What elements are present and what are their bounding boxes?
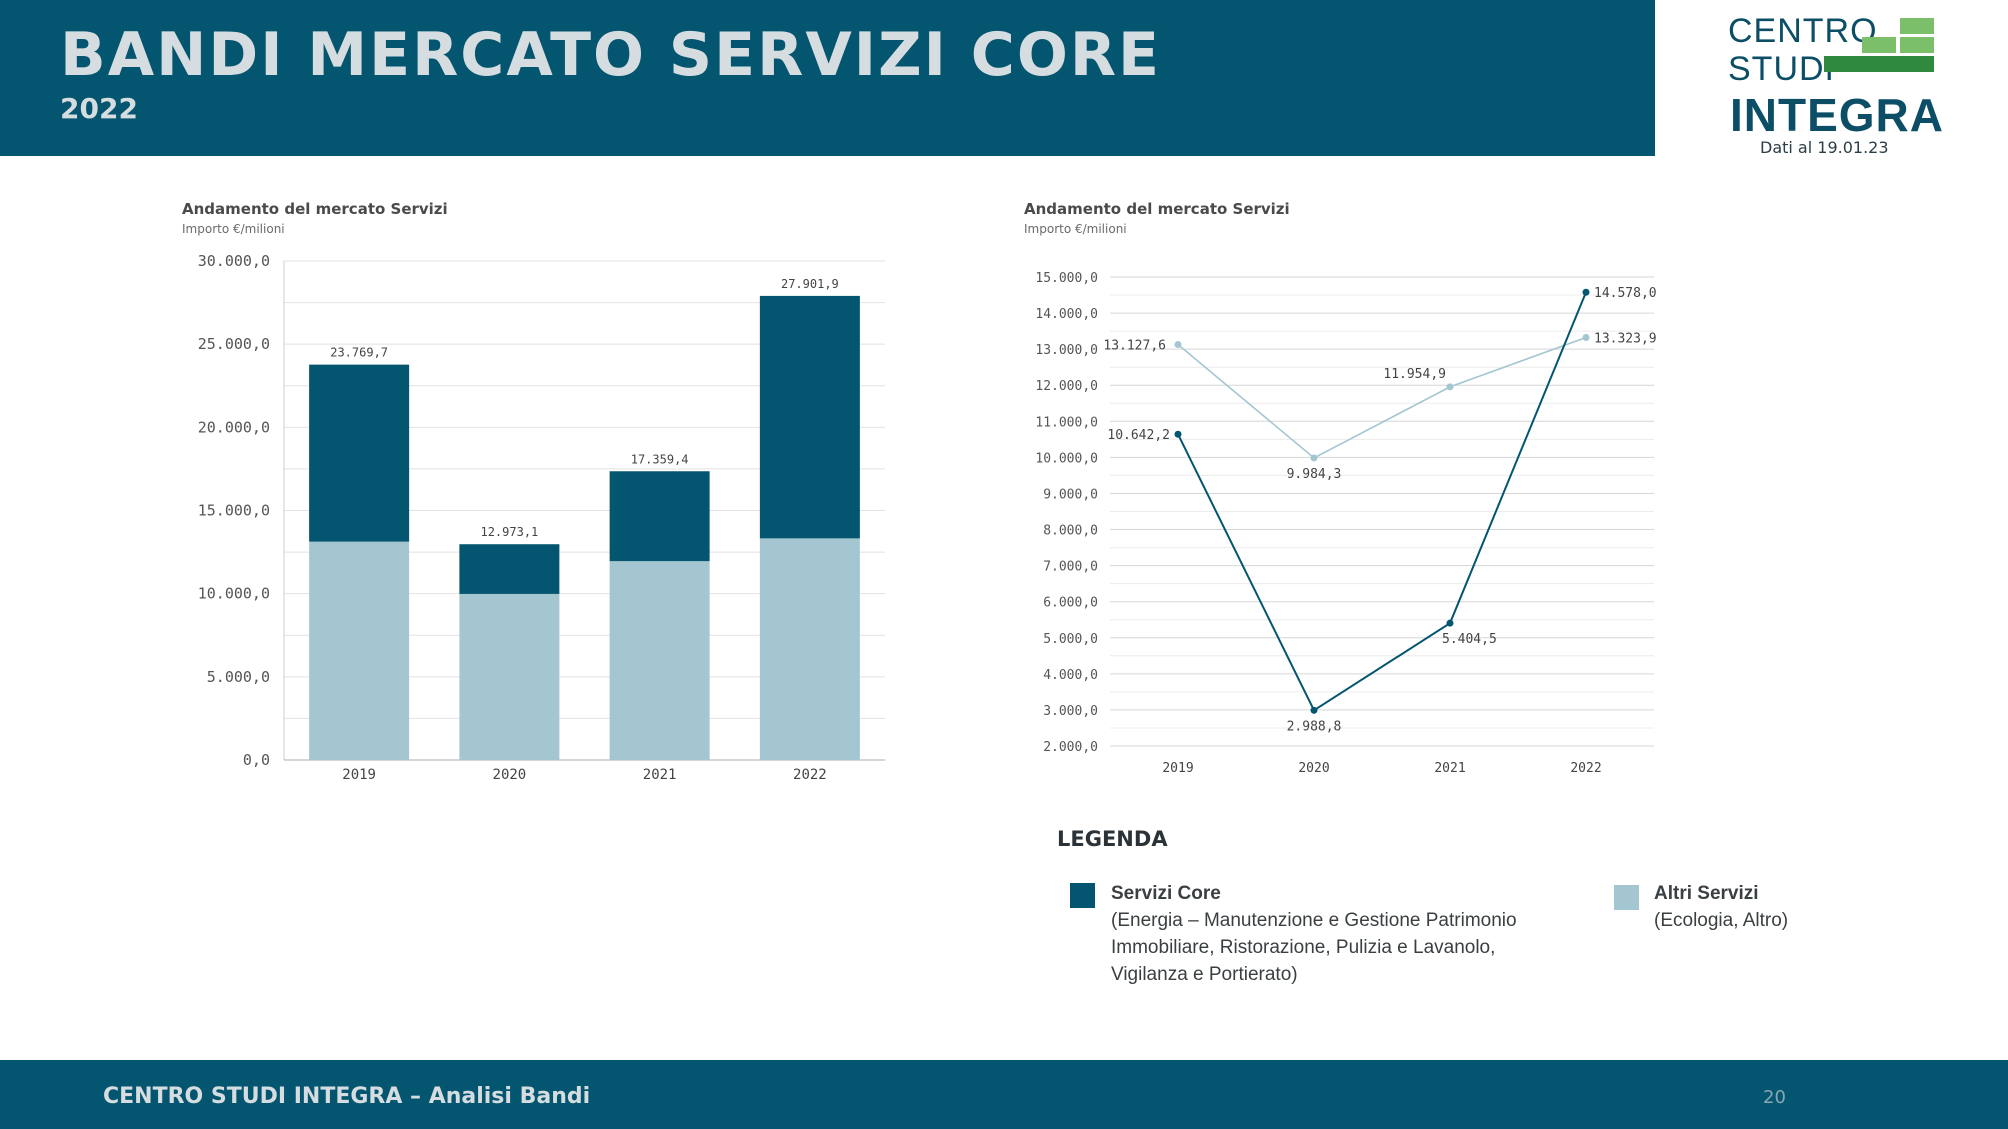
y-tick-label: 13.000,0: [1035, 343, 1098, 358]
legend-core-name: Servizi Core: [1111, 883, 1221, 904]
y-tick-label: 11.000,0: [1035, 415, 1098, 430]
point-servizi-core: [1582, 288, 1590, 296]
line-servizi-core: [1177, 291, 1587, 712]
x-tick-label: 2020: [493, 767, 527, 783]
data-label-altri-servizi: 13.127,6: [1103, 339, 1166, 354]
y-tick-label: 9.000,0: [1043, 487, 1098, 502]
data-label-servizi-core: 2.988,8: [1287, 719, 1342, 734]
bar-altri-servizi: [759, 538, 860, 760]
bar-servizi-core: [309, 364, 410, 542]
logo-block-icon: [1862, 37, 1896, 53]
point-altri-servizi: [1446, 383, 1454, 391]
legend-title: LEGENDA: [1057, 827, 1168, 851]
logo-block-icon: [1900, 18, 1934, 34]
y-tick-label: 5.000,0: [207, 668, 270, 686]
footer-bar: [0, 1060, 2008, 1129]
data-label-altri-servizi: 11.954,9: [1383, 367, 1446, 382]
legend-core-swatch: [1070, 883, 1095, 908]
bar-total-label: 23.769,7: [330, 346, 388, 360]
y-tick-label: 5.000,0: [1043, 632, 1098, 647]
bar-servizi-core: [759, 295, 860, 539]
legend-core-desc: (Energia – Manutenzione e Gestione Patri…: [1111, 910, 1517, 931]
x-tick-label: 2022: [793, 767, 827, 783]
data-label-altri-servizi: 9.984,3: [1287, 467, 1342, 482]
point-servizi-core: [1310, 706, 1318, 714]
x-tick-label: 2021: [1434, 761, 1465, 776]
bar-total-label: 17.359,4: [631, 452, 689, 466]
data-label-altri-servizi: 13.323,9: [1594, 331, 1657, 346]
point-servizi-core: [1174, 430, 1182, 438]
bar-altri-servizi: [459, 593, 560, 760]
x-tick-label: 2021: [643, 767, 677, 783]
data-date: Dati al 19.01.23: [1760, 138, 1889, 157]
y-tick-label: 2.000,0: [1043, 740, 1098, 755]
y-tick-label: 6.000,0: [1043, 596, 1098, 611]
bar-altri-servizi: [309, 541, 410, 760]
line-chart-title: Andamento del mercato Servizi: [1024, 200, 1290, 218]
bar-chart-subtitle: Importo €/milioni: [182, 222, 285, 236]
y-tick-label: 4.000,0: [1043, 668, 1098, 683]
header-bar: BANDI MERCATO SERVIZI CORE 2022: [0, 0, 1655, 156]
logo-line3: INTEGRA: [1730, 89, 1944, 141]
y-tick-label: 8.000,0: [1043, 524, 1098, 539]
y-tick-label: 15.000,0: [198, 502, 270, 520]
point-altri-servizi: [1310, 454, 1318, 462]
y-tick-label: 20.000,0: [198, 418, 270, 436]
y-tick-label: 30.000,0: [198, 252, 270, 270]
legend-core: Servizi Core (Energia – Manutenzione e G…: [1111, 880, 1591, 988]
bar-chart: 0,0 5.000,0 10.000,0 15.000,0 20.000,0 25.000…: [198, 252, 885, 783]
logo-line1: CENTRO: [1728, 12, 1878, 50]
y-tick-label: 0,0: [243, 751, 270, 769]
y-tick-label: 12.000,0: [1035, 379, 1098, 394]
legend-altri: Altri Servizi (Ecologia, Altro): [1654, 880, 1904, 934]
y-tick-label: 14.000,0: [1035, 307, 1098, 322]
legend-altri-desc: (Ecologia, Altro): [1654, 910, 1789, 931]
y-tick-label: 25.000,0: [198, 335, 270, 353]
y-tick-label: 7.000,0: [1043, 560, 1098, 575]
bar-servizi-core: [459, 544, 560, 594]
bar-altri-servizi: [609, 561, 710, 760]
bar-chart-title: Andamento del mercato Servizi: [182, 200, 448, 218]
data-label-servizi-core: 14.578,0: [1594, 286, 1657, 301]
page-number: 20: [1763, 1087, 1786, 1108]
logo-block-icon: [1824, 56, 1934, 72]
legend-altri-name: Altri Servizi: [1654, 883, 1759, 904]
x-tick-label: 2019: [1162, 761, 1193, 776]
page-title: BANDI MERCATO SERVIZI CORE: [60, 20, 1162, 90]
legend-altri-swatch: [1614, 885, 1639, 910]
line-chart: 2.000,0 3.000,0 4.000,0 5.000,0 6.000,0 7.000…: [1035, 271, 1657, 776]
point-altri-servizi: [1582, 333, 1590, 341]
y-tick-label: 15.000,0: [1035, 271, 1098, 286]
x-tick-label: 2019: [342, 767, 376, 783]
logo-line2: STUDI: [1728, 50, 1835, 88]
data-label-servizi-core: 5.404,5: [1442, 632, 1497, 647]
bar-total-label: 27.901,9: [781, 277, 839, 291]
point-servizi-core: [1446, 619, 1454, 627]
line-altri-servizi: [1177, 336, 1587, 459]
point-altri-servizi: [1174, 341, 1182, 349]
data-label-servizi-core: 10.642,2: [1107, 428, 1170, 443]
x-tick-label: 2020: [1298, 761, 1329, 776]
y-tick-label: 10.000,0: [1035, 451, 1098, 466]
legend-core-desc: Vigilanza e Portierato): [1111, 964, 1298, 985]
y-tick-label: 3.000,0: [1043, 704, 1098, 719]
y-tick-label: 10.000,0: [198, 585, 270, 603]
legend-core-desc: Immobiliare, Ristorazione, Pulizia e Lav…: [1111, 937, 1496, 958]
x-tick-label: 2022: [1570, 761, 1601, 776]
page-year: 2022: [60, 92, 138, 125]
bar-total-label: 12.973,1: [480, 525, 538, 539]
footer-text: CENTRO STUDI INTEGRA – Analisi Bandi: [103, 1084, 591, 1109]
centro-studi-integra-logo: CENTRO STUDI INTEGRA Dati al 19.01.23: [1728, 12, 1958, 162]
line-chart-subtitle: Importo €/milioni: [1024, 222, 1127, 236]
logo-block-icon: [1900, 37, 1934, 53]
bar-servizi-core: [609, 471, 710, 562]
